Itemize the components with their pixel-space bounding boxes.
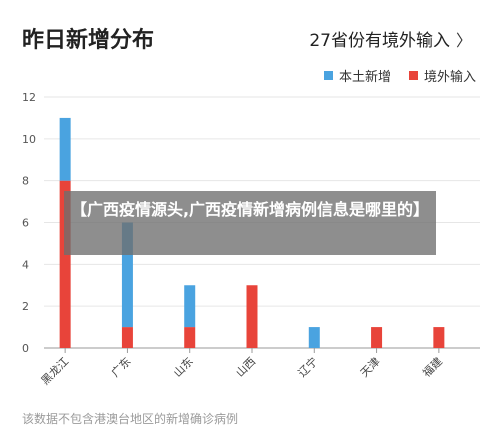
bar-segment xyxy=(246,285,258,348)
x-tick-label: 福建 xyxy=(420,354,445,379)
x-tick-label: 山东 xyxy=(171,355,196,380)
legend-item: 本土新增 xyxy=(323,66,391,85)
bar-segment xyxy=(59,180,71,348)
bar-segment xyxy=(184,327,196,348)
chart-legend: 本土新增 境外输入 xyxy=(323,66,476,85)
y-tick-label: 4 xyxy=(22,258,29,271)
bar-segment xyxy=(184,285,196,328)
bar-chart: 0 2 4 6 8 10 12 黑龙江 广东 山东 山西 辽宁 天津 福建 xyxy=(22,91,480,388)
y-tick-label: 0 xyxy=(22,342,29,355)
overseas-input-link-label: 27省份有境外输入 xyxy=(309,31,450,51)
y-tick-label: 2 xyxy=(22,300,29,313)
page-title: 昨日新增分布 xyxy=(22,28,155,53)
legend-swatch xyxy=(323,71,333,80)
chevron-right-icon: 〉 xyxy=(455,30,472,50)
x-tick-label: 广东 xyxy=(109,355,134,380)
bar-segment xyxy=(59,117,71,181)
bar-segment xyxy=(121,327,133,348)
x-tick-label: 黑龙江 xyxy=(39,355,72,388)
legend-item: 境外输入 xyxy=(408,66,476,85)
x-tick-label: 辽宁 xyxy=(295,354,320,379)
bar-segment xyxy=(371,327,383,348)
y-tick-label: 10 xyxy=(22,133,36,146)
x-tick-label: 天津 xyxy=(358,355,383,380)
legend-label: 境外输入 xyxy=(423,70,476,85)
legend-swatch xyxy=(408,71,418,80)
overseas-input-link[interactable]: 27省份有境外输入 〉 xyxy=(309,26,472,52)
y-tick-label: 8 xyxy=(22,175,29,188)
bar-segment xyxy=(121,222,133,328)
legend-label: 本土新增 xyxy=(338,70,391,85)
y-tick-label: 6 xyxy=(22,217,29,230)
overlay-caption: 【广西疫情源头,广西疫情新增病例信息是哪里的】 xyxy=(64,191,436,255)
x-tick-label: 山西 xyxy=(233,355,258,380)
bar-segment xyxy=(433,327,445,348)
y-tick-label: 12 xyxy=(22,91,36,104)
footnote: 该数据不包含港澳台地区的新增确诊病例 xyxy=(22,412,239,426)
bar-segment xyxy=(308,327,320,348)
